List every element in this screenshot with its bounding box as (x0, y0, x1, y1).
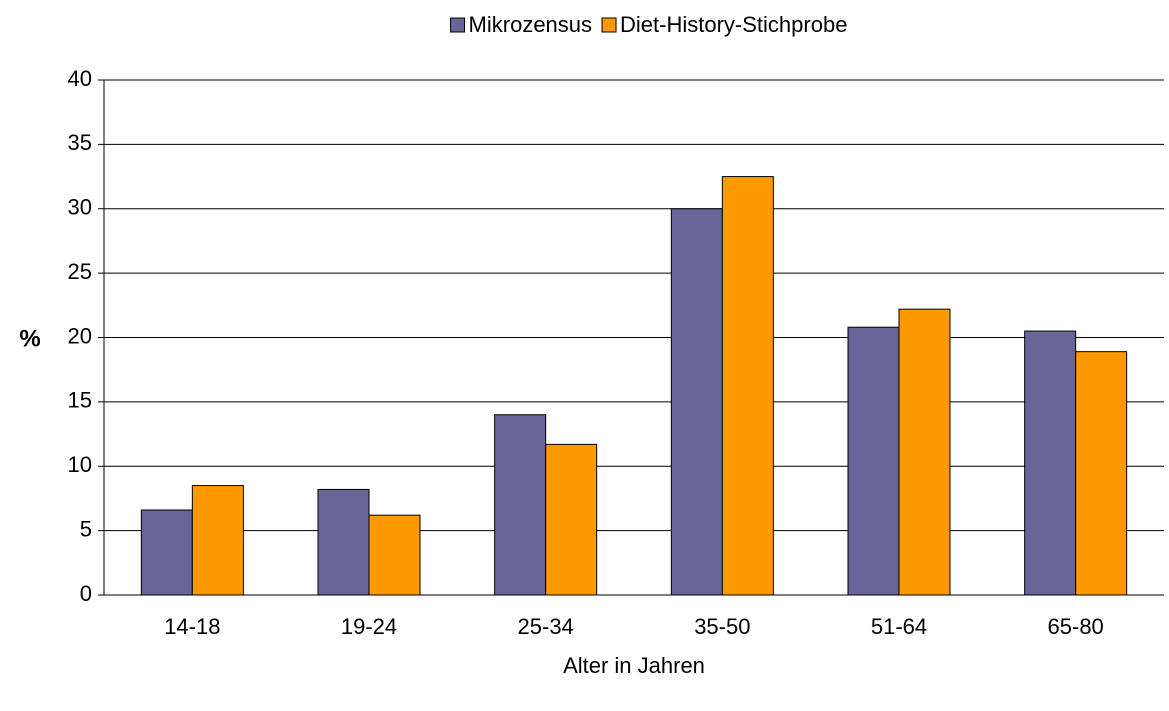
x-tick-label: 65-80 (1048, 614, 1104, 639)
legend-swatch (601, 17, 617, 33)
legend-swatch (450, 17, 466, 33)
bar (670, 208, 723, 596)
x-tick-label: 35-50 (694, 614, 750, 639)
y-tick-label: 20 (68, 323, 92, 348)
y-tick-label: 5 (80, 516, 92, 541)
y-axis-label: % (19, 325, 40, 352)
bar (191, 485, 244, 596)
x-tick-label: 25-34 (518, 614, 574, 639)
x-tick-label: 14-18 (164, 614, 220, 639)
y-tick-label: 10 (68, 452, 92, 477)
x-tick-label: 51-64 (871, 614, 927, 639)
bar (494, 414, 547, 596)
bar (368, 514, 421, 596)
bar (1075, 351, 1128, 596)
y-tick-label: 35 (68, 130, 92, 155)
x-tick-label: 19-24 (341, 614, 397, 639)
bar (545, 443, 598, 596)
bar (140, 509, 193, 596)
y-tick-label: 30 (68, 195, 92, 220)
y-tick-label: 25 (68, 259, 92, 284)
y-tick-label: 15 (68, 388, 92, 413)
y-tick-label: 40 (68, 66, 92, 91)
x-axis-label: Alter in Jahren (563, 653, 705, 678)
legend-label: Diet-History-Stichprobe (620, 12, 847, 37)
bar (1024, 330, 1077, 596)
y-tick-label: 0 (80, 581, 92, 606)
bar (898, 308, 951, 596)
bar (847, 326, 900, 596)
bar (721, 176, 774, 596)
bar (317, 488, 370, 596)
legend-label: Mikrozensus (469, 12, 592, 37)
